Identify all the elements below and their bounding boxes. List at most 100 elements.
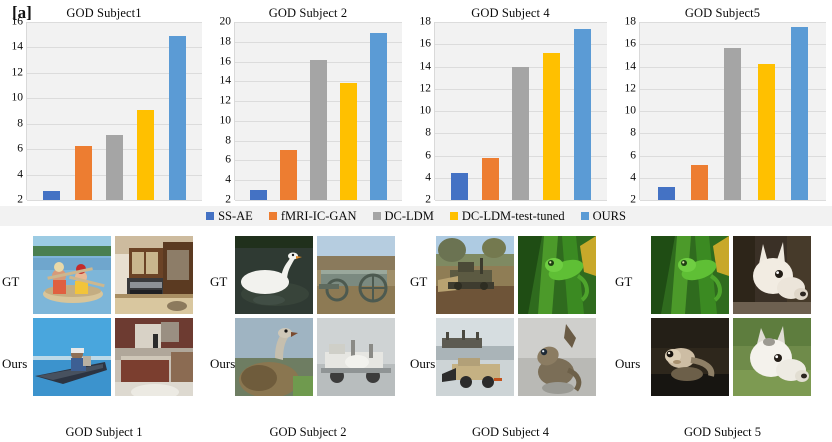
image-row-ours <box>235 318 395 396</box>
y-tick-label: 12 <box>11 66 24 79</box>
y-tick-label: 16 <box>419 37 432 50</box>
gridline <box>640 22 826 23</box>
y-tick-label: 18 <box>219 35 232 48</box>
reconstruction-images-row: GT Ours GOD Subject 1 GT Ours GOD Subject 2 GT… <box>0 232 832 442</box>
y-tick-label: 12 <box>219 94 232 107</box>
gridline <box>27 47 202 49</box>
plot-area <box>434 22 607 201</box>
bar-fmri-ic-gan <box>481 158 499 200</box>
chart-title: GOD Subject5 <box>684 6 761 20</box>
image-row-ours <box>436 318 596 396</box>
thumbnail-wooden-farm-wagon <box>317 236 395 314</box>
y-tick-label: 6 <box>17 142 23 155</box>
image-panel-2: GT Ours GOD Subject 2 <box>208 232 408 442</box>
bar-group <box>435 22 607 200</box>
thumbnail-lizard-reconstruction <box>518 318 596 396</box>
thumbnail-bulldozer-in-field <box>436 236 514 314</box>
y-tick-label: 18 <box>624 15 637 28</box>
chart-block-2: GOD Subject 2 2 4 6 8 10 12 14 16 18 20 <box>208 0 408 205</box>
bar-ours <box>790 27 808 200</box>
legend-item: OURS <box>580 209 626 224</box>
panel-caption: GOD Subject 4 <box>471 425 550 439</box>
y-tick-label: 10 <box>624 104 637 117</box>
y-axis: 2 4 6 8 10 12 14 16 18 <box>613 16 639 205</box>
y-tick-label: 6 <box>630 148 636 161</box>
y-tick-label: 8 <box>225 133 231 146</box>
gridline <box>435 66 607 68</box>
y-tick-label: 12 <box>419 82 432 94</box>
y-tick-label: 2 <box>225 193 231 206</box>
charts-row: GOD Subject1 2 4 6 8 10 12 14 16 GOD Subject 2 2 4 6… <box>0 0 832 205</box>
thumbnail-green-lizard-on-leaf <box>651 236 729 314</box>
bar-dc-ldm-test-tuned <box>340 82 357 200</box>
bar-fmri-ic-gan <box>280 149 297 200</box>
panel-caption: GOD Subject 2 <box>269 425 347 439</box>
image-panel-3: GT Ours GOD Subject 4 <box>408 232 613 442</box>
row-label-gt: GT <box>2 274 20 289</box>
plot-area <box>639 22 826 201</box>
thumbnail-white-swan-on-pond <box>235 236 313 314</box>
y-axis: 2 4 6 8 10 12 14 16 18 20 <box>208 16 234 205</box>
y-tick-label: 4 <box>630 171 636 183</box>
image-row-gt <box>33 236 193 314</box>
legend-swatch-icon <box>580 212 589 220</box>
gridline <box>235 200 402 201</box>
thumbnail-kitchen-interior-with-range <box>115 236 193 314</box>
legend-swatch-icon <box>372 212 381 220</box>
y-tick-label: 8 <box>17 116 23 129</box>
y-tick-label: 10 <box>219 114 232 127</box>
legend-item: DC-LDM-test-tuned <box>449 209 565 224</box>
y-tick-label: 16 <box>11 15 24 28</box>
row-label-ours: Ours <box>410 356 436 371</box>
thumbnail-vehicle-on-shore-reconstruction <box>436 318 514 396</box>
y-tick-label: 2 <box>425 193 431 206</box>
plot-wrap: 2 4 6 8 10 12 14 16 18 <box>408 16 613 205</box>
legend-swatch-icon <box>206 212 215 220</box>
thumbnail-white-llama-portrait <box>733 236 811 314</box>
chart-title: GOD Subject 2 <box>268 6 348 20</box>
bar-ss-ae <box>658 186 676 200</box>
image-row-ours <box>33 318 193 396</box>
gridline <box>235 22 402 23</box>
bar-ours <box>370 33 387 200</box>
y-tick-label: 8 <box>630 126 636 139</box>
gridline <box>435 44 607 46</box>
bar-dc-ldm <box>310 59 327 200</box>
bar-group <box>27 22 202 200</box>
bar-fmri-ic-gan <box>691 164 709 200</box>
thumbnail-kitchen-interior-reconstruction <box>115 318 193 396</box>
gridline <box>640 200 826 201</box>
image-row-ours <box>651 318 811 396</box>
y-tick-label: 4 <box>17 167 23 180</box>
gridline <box>27 200 202 201</box>
chart-title: GOD Subject1 <box>66 6 142 20</box>
bar-dc-ldm <box>724 48 742 200</box>
bar-group <box>235 22 402 200</box>
thumbnail-lizard-in-dark-reconstruction <box>651 318 729 396</box>
chart-block-3: GOD Subject 4 2 4 6 8 10 12 14 16 18 <box>408 0 613 205</box>
bar-ss-ae <box>250 190 267 200</box>
row-label-gt: GT <box>410 274 428 289</box>
y-tick-label: 6 <box>425 148 431 161</box>
plot-area <box>234 22 402 201</box>
bar-dc-ldm-test-tuned <box>757 63 775 200</box>
chart-title: GOD Subject 4 <box>471 6 550 20</box>
y-tick-label: 20 <box>219 15 232 28</box>
image-panel-4: GT Ours GOD Subject 5 <box>613 232 832 442</box>
y-tick-label: 18 <box>419 15 432 28</box>
legend-item: fMRI-IC-GAN <box>268 209 357 224</box>
y-tick-label: 14 <box>419 59 432 72</box>
panel-a-tag: [a] <box>12 3 32 22</box>
gridline <box>27 98 202 100</box>
legend-item: DC-LDM <box>372 209 434 224</box>
row-label-ours: Ours <box>2 356 28 371</box>
bar-fmri-ic-gan <box>74 145 92 200</box>
image-grid <box>33 236 193 396</box>
chart-legend: SS-AE fMRI-IC-GAN DC-LDM DC-LDM-test-tuned O… <box>0 206 832 226</box>
image-row-gt <box>235 236 395 314</box>
y-tick-label: 8 <box>425 126 431 139</box>
bar-ours <box>574 28 592 200</box>
y-tick-label: 14 <box>11 40 24 53</box>
thumbnail-kayakers-on-water <box>33 236 111 314</box>
y-tick-label: 2 <box>630 193 636 206</box>
